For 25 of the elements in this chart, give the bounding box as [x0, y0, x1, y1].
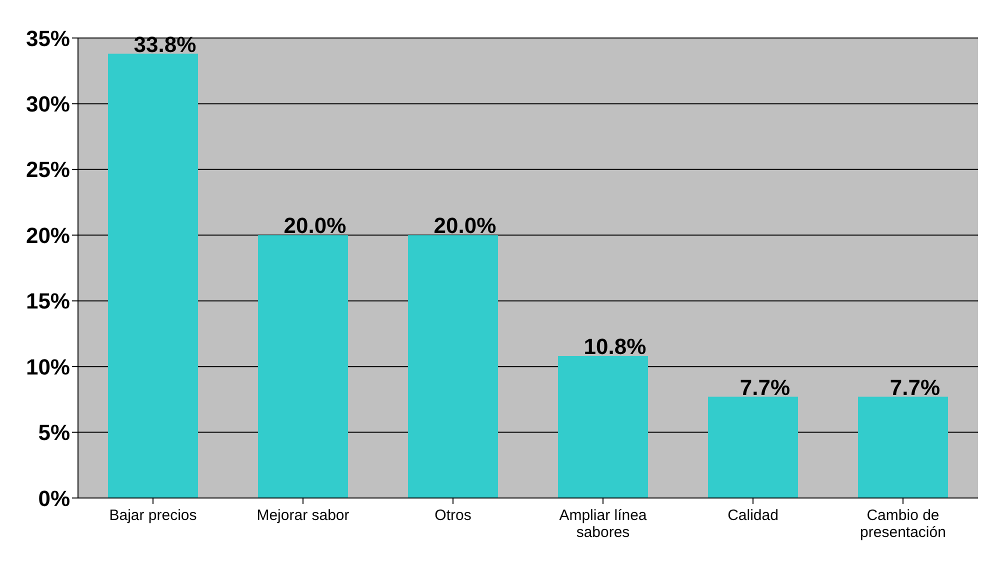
x-tick-label: Mejorar sabor: [256, 507, 350, 524]
y-tick-label: 0%: [38, 486, 70, 511]
data-label: 7.7%: [890, 374, 940, 400]
x-tick-label: Ampliar línea sabores: [559, 507, 648, 541]
y-tick-label: 10%: [26, 354, 70, 380]
bar: [858, 396, 948, 498]
x-tick-label: Otros: [434, 507, 472, 524]
bar: [708, 396, 798, 498]
x-tick-label: Bajar precios: [109, 507, 197, 524]
y-tick-label: 25%: [26, 157, 70, 182]
bar: [258, 235, 348, 498]
bar: [108, 54, 198, 498]
x-tick-label: Calidad: [728, 507, 778, 524]
data-label: 20.0%: [434, 213, 496, 238]
data-label: 10.8%: [584, 334, 646, 360]
y-tick-label: 5%: [38, 420, 70, 446]
y-tick-label: 15%: [26, 288, 70, 314]
y-tick-label: 30%: [26, 92, 70, 117]
bar: [408, 235, 498, 498]
y-tick-label: 20%: [26, 222, 70, 248]
x-tick-label: Cambio de presentación: [860, 507, 946, 541]
data-label: 7.7%: [740, 374, 790, 400]
data-label: 20.0%: [284, 213, 346, 238]
bar: [558, 356, 648, 498]
y-tick-label: 35%: [26, 26, 70, 51]
